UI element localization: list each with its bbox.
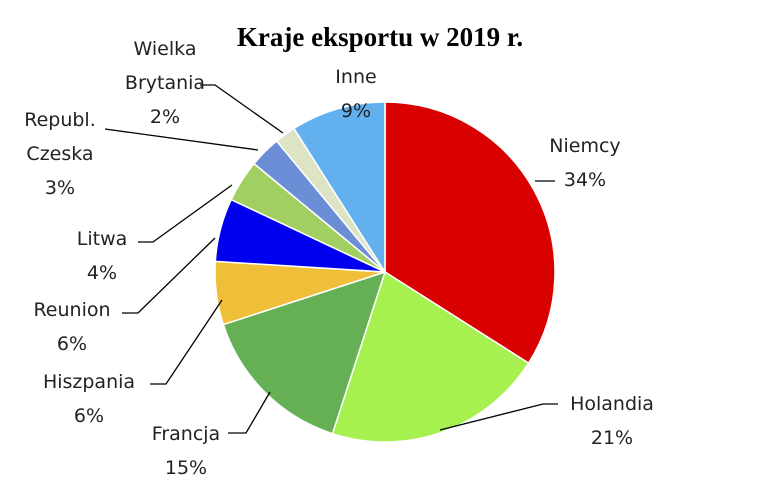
slice-label-name: Reunion (33, 299, 110, 321)
slice-label-name: Francja (152, 423, 220, 445)
slice-label-name: Brytania (125, 72, 205, 94)
slice-label-percent: 6% (74, 405, 104, 427)
slice-label-name: Wielka (134, 38, 197, 60)
slice-label-percent: 21% (591, 427, 633, 449)
leader-line (200, 84, 284, 134)
leader-line (150, 299, 223, 385)
leader-line (228, 391, 271, 434)
slice-labels: Niemcy 34% Holandia 21% Francja 15% Hiszpania 6… (24, 38, 654, 477)
pie-slice-holandia (331, 270, 530, 443)
leader-line (138, 184, 233, 243)
slice-label-name: Republ. (24, 109, 96, 131)
slice-label-name: Inne (335, 66, 376, 88)
leader-lines (104, 84, 558, 434)
slice-label-percent: 4% (87, 262, 117, 284)
slice-label-name: Czeska (26, 143, 93, 165)
slice-label-percent: 15% (165, 457, 207, 477)
slice-label-name: Holandia (570, 393, 654, 415)
pie-slice-inne (292, 101, 386, 275)
slice-label-percent: 2% (150, 106, 180, 128)
pie-slices (214, 101, 556, 443)
slice-label-percent: 6% (57, 333, 87, 355)
slice-label-percent: 9% (341, 100, 371, 122)
leader-line (104, 128, 259, 151)
leader-line (439, 403, 558, 431)
slice-label-name: Hiszpania (43, 371, 135, 393)
slice-label-name: Litwa (77, 228, 128, 250)
slice-label-name: Niemcy (549, 135, 620, 157)
pie-slice-francja (222, 270, 387, 435)
leader-line (122, 237, 216, 314)
slice-label-percent: 3% (45, 177, 75, 199)
pie-slice-niemcy (384, 101, 556, 365)
chart-title: Kraje eksportu w 2019 r. (237, 22, 523, 52)
slice-label-percent: 34% (564, 169, 606, 191)
